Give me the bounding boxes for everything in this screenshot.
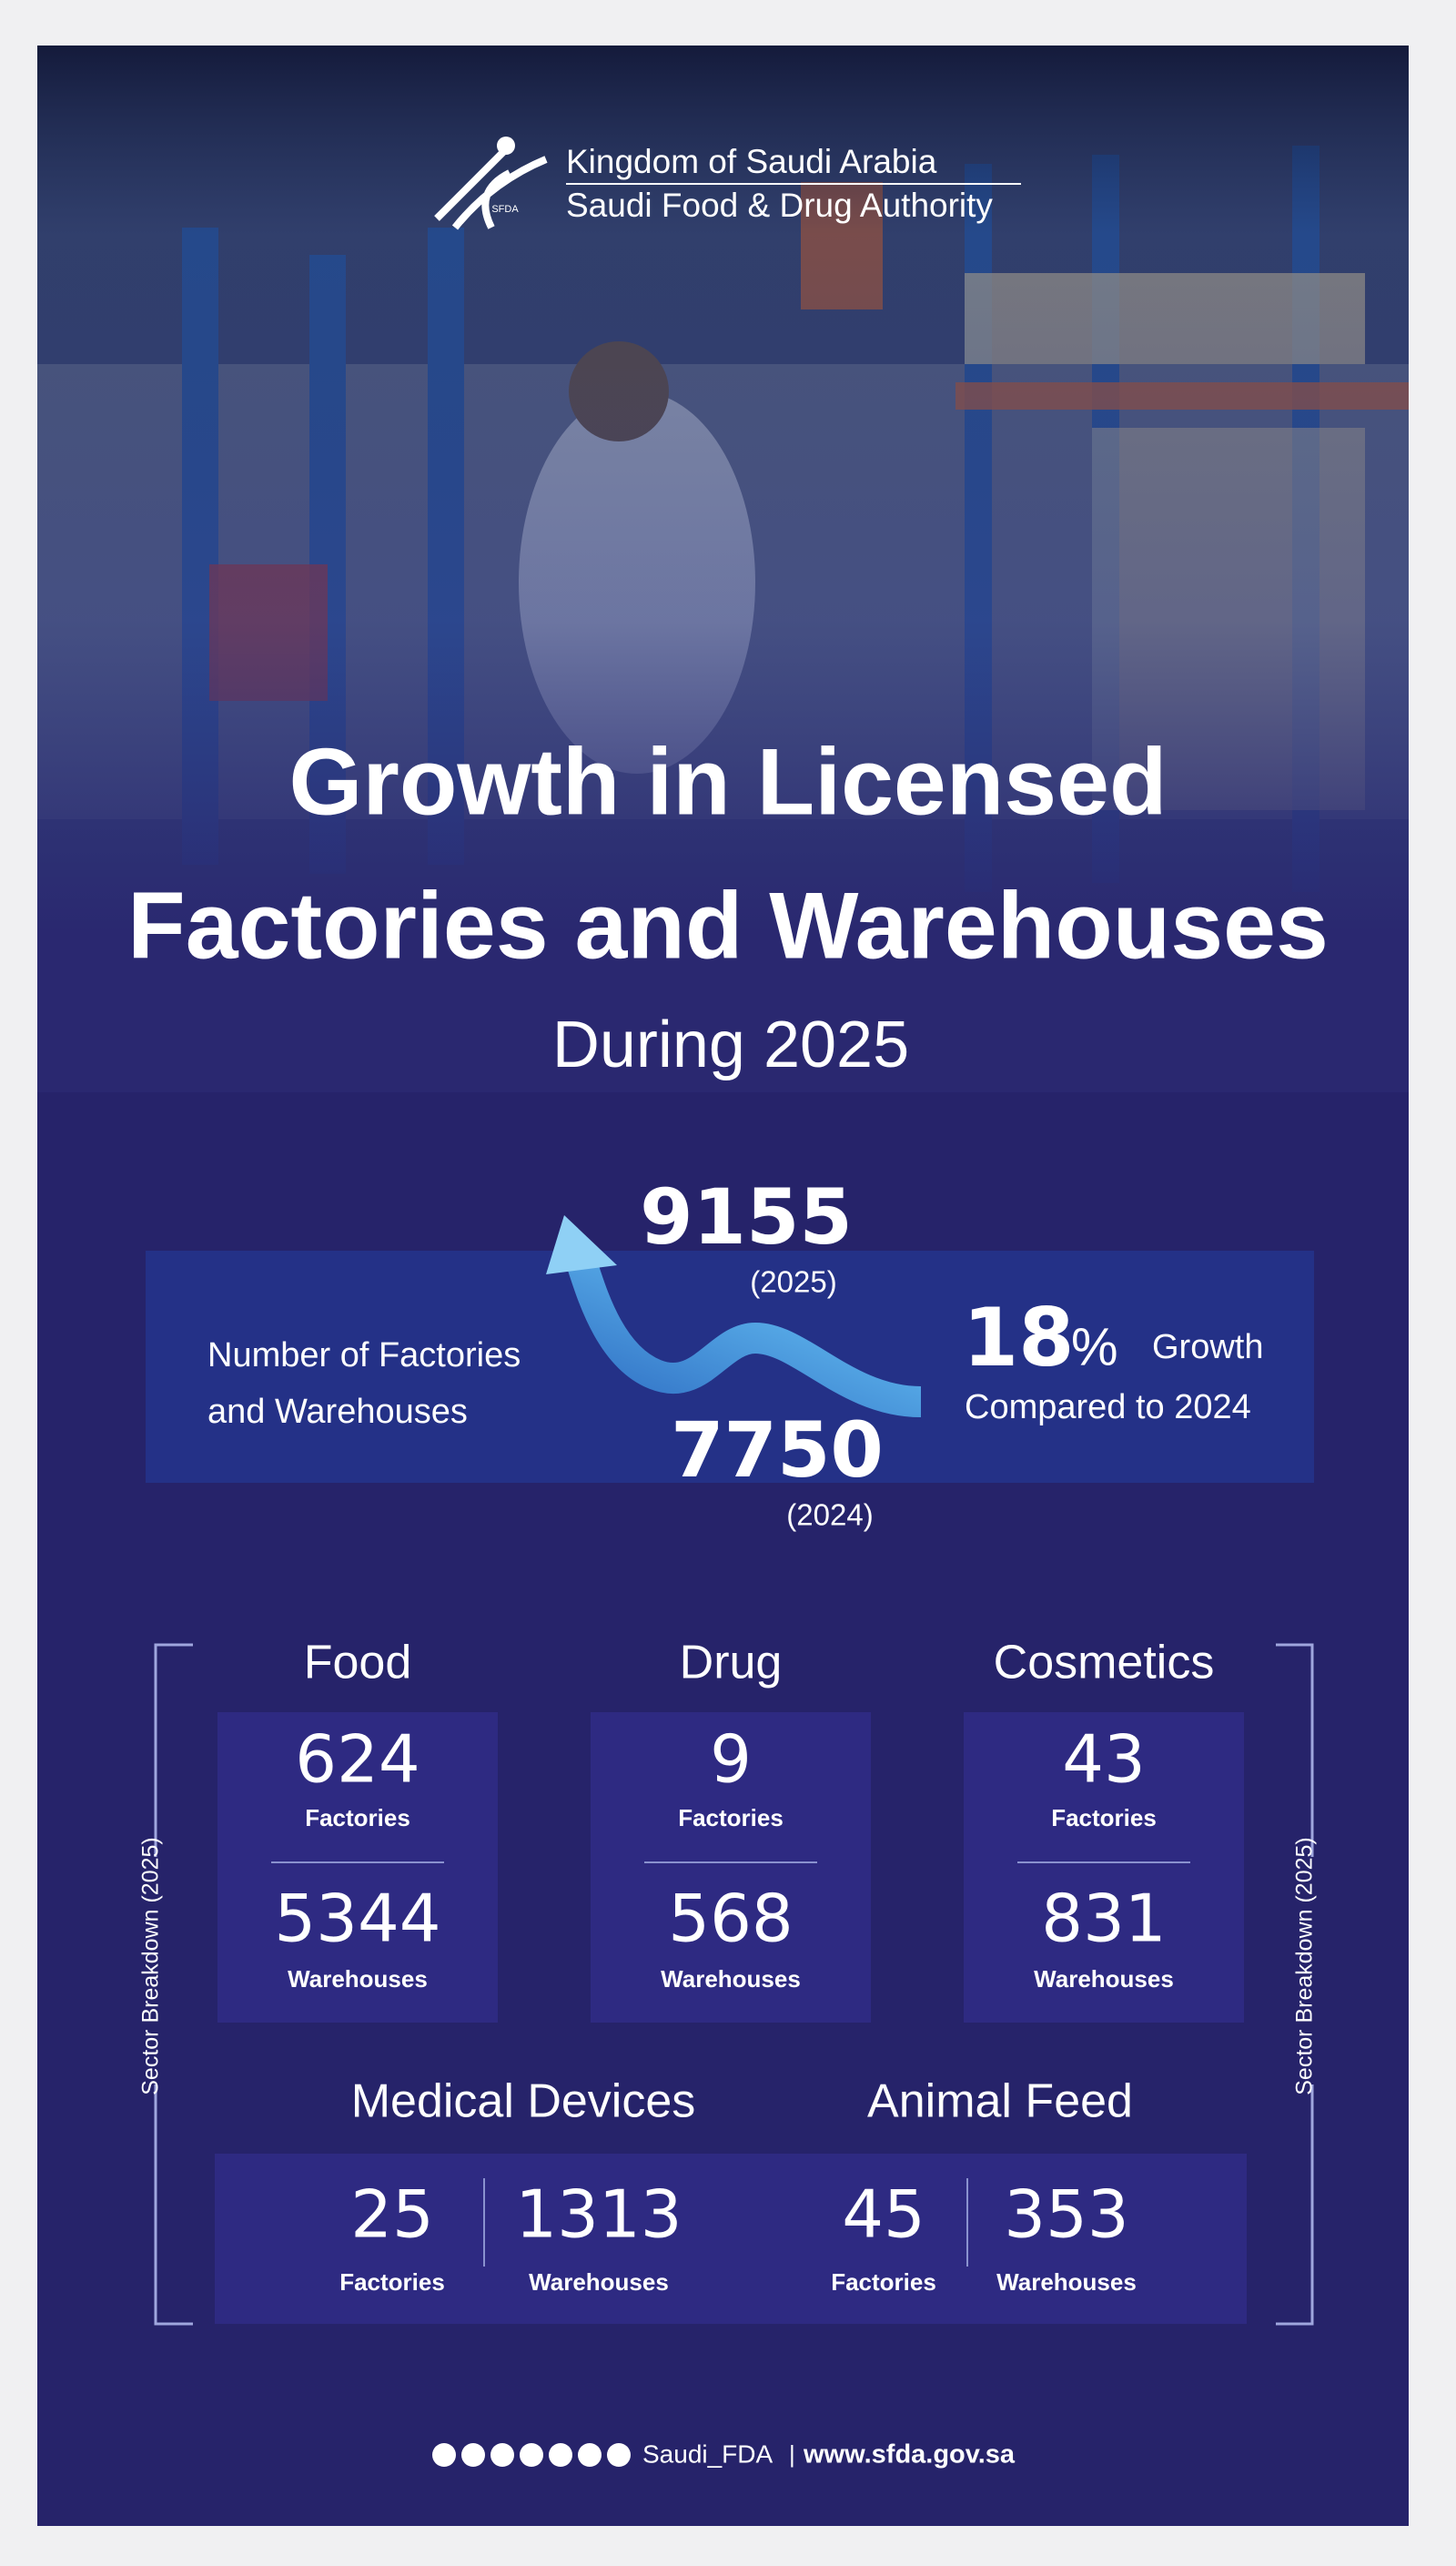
org-name: Saudi Food & Drug Authority xyxy=(566,187,993,224)
social-icon xyxy=(490,2443,514,2467)
factories-label: Factories xyxy=(305,1804,410,1831)
sector-name: Cosmetics xyxy=(994,1637,1215,1689)
logo: SFDA xyxy=(434,137,1021,230)
social-icon xyxy=(520,2443,543,2467)
factories-count: 45 xyxy=(842,2176,925,2253)
sector-box xyxy=(217,1712,498,2023)
factories-count: 25 xyxy=(350,2176,434,2253)
sector-box xyxy=(591,1712,871,2023)
sector-name: Food xyxy=(304,1637,412,1689)
logo-dot xyxy=(497,137,515,155)
warehouses-count: 353 xyxy=(1004,2176,1128,2253)
social-icon xyxy=(578,2443,602,2467)
factories-count: 9 xyxy=(710,1721,752,1798)
photo xyxy=(37,46,1409,1092)
sector-name: Animal Feed xyxy=(867,2075,1133,2128)
sectors: Food 624 Factories 5344 Warehouses Drug 9 Facto… xyxy=(215,1637,1247,2324)
bracket-gap xyxy=(1294,1857,1330,2084)
warehouses-label: Warehouses xyxy=(996,2268,1137,2296)
factories-label: Factories xyxy=(339,2268,445,2296)
factories-label: Factories xyxy=(831,2268,936,2296)
growth-arrow xyxy=(567,1260,922,1417)
social-icon xyxy=(549,2443,572,2467)
logo-text: SFDA xyxy=(491,204,519,215)
footer-separator: | xyxy=(789,2440,795,2468)
org-name: Kingdom of Saudi Arabia xyxy=(566,143,937,180)
warehouses-label: Warehouses xyxy=(1034,1965,1174,1993)
warehouses-count: 831 xyxy=(1041,1881,1166,1957)
previous-year: (2024) xyxy=(786,1498,873,1532)
social-icons xyxy=(432,2443,631,2467)
warehouses-label: Warehouses xyxy=(288,1965,428,1993)
summary-label: Number of Factories xyxy=(207,1336,521,1374)
sector-name: Drug xyxy=(680,1637,783,1689)
subtitle: During 2025 xyxy=(552,1009,909,1081)
photo-overlay xyxy=(37,46,1409,1092)
growth-label: Growth xyxy=(1152,1328,1263,1366)
current-total: 9155 xyxy=(640,1172,853,1262)
warehouses-label: Warehouses xyxy=(661,1965,801,1993)
title: Growth in Licensed xyxy=(289,729,1168,835)
warehouses-count: 568 xyxy=(668,1881,793,1957)
sector-name: Medical Devices xyxy=(351,2075,696,2128)
growth-value: 18 xyxy=(963,1291,1074,1384)
sector-box xyxy=(964,1712,1244,2023)
footer-handle: Saudi_FDA xyxy=(642,2439,774,2468)
sector-box xyxy=(215,2154,1247,2324)
growth-comparison: Compared to 2024 xyxy=(965,1388,1251,1426)
social-icon xyxy=(461,2443,485,2467)
bracket-gap xyxy=(136,1857,173,2084)
social-icon xyxy=(607,2443,631,2467)
side-label: Sector Breakdown (2025) xyxy=(138,1837,164,2094)
summary-band xyxy=(146,1251,1314,1483)
factories-label: Factories xyxy=(1051,1804,1157,1831)
footer-website: www.sfda.gov.sa xyxy=(803,2440,1016,2470)
warehouses-label: Warehouses xyxy=(529,2268,669,2296)
summary-label: and Warehouses xyxy=(207,1393,468,1431)
growth-arrowhead xyxy=(546,1215,617,1274)
growth-unit: % xyxy=(1071,1317,1118,1376)
title: Factories and Warehouses xyxy=(127,873,1329,979)
side-label: Sector Breakdown (2025) xyxy=(1292,1837,1318,2094)
warehouses-count: 5344 xyxy=(274,1881,440,1957)
factories-count: 43 xyxy=(1062,1721,1146,1798)
factories-label: Factories xyxy=(678,1804,784,1831)
current-year: (2025) xyxy=(750,1265,836,1299)
factories-count: 624 xyxy=(295,1721,420,1798)
previous-total: 7750 xyxy=(671,1405,884,1495)
warehouses-count: 1313 xyxy=(515,2176,682,2253)
social-icon xyxy=(432,2443,456,2467)
